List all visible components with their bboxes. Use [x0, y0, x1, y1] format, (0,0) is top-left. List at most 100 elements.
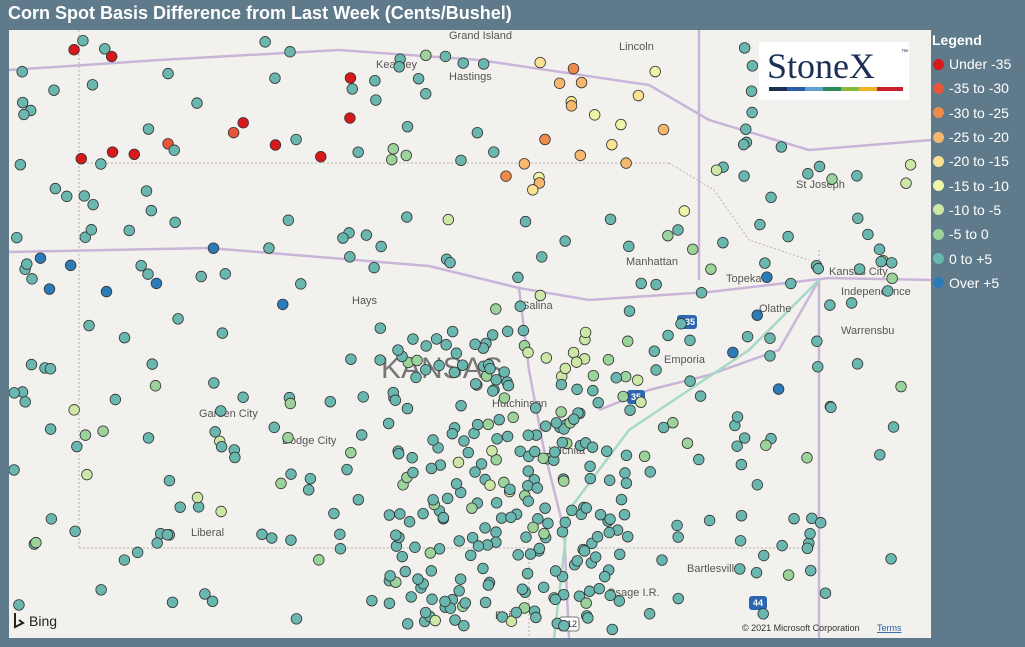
site-dot[interactable] — [694, 390, 707, 402]
site-dot[interactable] — [873, 243, 886, 255]
site-dot[interactable] — [401, 211, 413, 223]
site-dot[interactable] — [420, 88, 432, 100]
site-dot[interactable] — [584, 472, 597, 485]
site-dot[interactable] — [383, 509, 396, 521]
site-dot[interactable] — [687, 243, 699, 256]
legend-item[interactable]: -15 to -10 — [932, 173, 1011, 197]
site-dot[interactable] — [68, 404, 80, 416]
site-dot[interactable] — [389, 394, 402, 406]
site-dot[interactable] — [757, 608, 769, 620]
site-dot[interactable] — [802, 168, 814, 180]
site-dot[interactable] — [493, 413, 505, 426]
site-dot[interactable] — [450, 347, 463, 359]
site-dot[interactable] — [484, 479, 496, 491]
site-dot[interactable] — [453, 585, 465, 597]
site-dot[interactable] — [410, 371, 422, 384]
site-dot[interactable] — [594, 508, 607, 521]
site-dot[interactable] — [559, 235, 571, 247]
site-dot[interactable] — [735, 458, 748, 471]
site-dot[interactable] — [517, 324, 530, 337]
site-dot[interactable] — [490, 303, 502, 315]
site-dot[interactable] — [758, 549, 770, 562]
site-dot[interactable] — [620, 157, 632, 169]
site-dot[interactable] — [530, 611, 542, 624]
site-dot[interactable] — [527, 521, 539, 534]
site-dot[interactable] — [620, 370, 632, 383]
site-dot[interactable] — [775, 141, 788, 153]
site-dot[interactable] — [735, 509, 748, 522]
site-dot[interactable] — [402, 618, 414, 630]
site-dot[interactable] — [215, 505, 227, 518]
site-dot[interactable] — [315, 151, 327, 163]
site-dot[interactable] — [99, 43, 111, 55]
site-dot[interactable] — [328, 507, 340, 520]
site-dot[interactable] — [324, 395, 336, 408]
site-dot[interactable] — [549, 593, 561, 606]
site-dot[interactable] — [618, 508, 631, 521]
site-dot[interactable] — [25, 358, 38, 371]
site-dot[interactable] — [206, 595, 219, 608]
site-dot[interactable] — [754, 218, 766, 231]
site-dot[interactable] — [761, 271, 773, 283]
site-dot[interactable] — [439, 595, 451, 608]
site-dot[interactable] — [573, 590, 586, 602]
site-dot[interactable] — [813, 160, 826, 173]
legend-item[interactable]: Over +5 — [932, 271, 1011, 295]
site-dot[interactable] — [632, 89, 645, 102]
site-dot[interactable] — [520, 531, 532, 543]
site-dot[interactable] — [505, 615, 518, 627]
site-dot[interactable] — [656, 554, 668, 566]
site-dot[interactable] — [570, 356, 583, 368]
site-dot[interactable] — [851, 358, 864, 370]
site-dot[interactable] — [161, 529, 174, 541]
site-dot[interactable] — [344, 251, 356, 263]
site-dot[interactable] — [401, 402, 414, 415]
site-dot[interactable] — [521, 567, 534, 580]
site-dot[interactable] — [79, 231, 91, 243]
site-dot[interactable] — [602, 354, 615, 366]
site-dot[interactable] — [613, 595, 626, 607]
site-dot[interactable] — [44, 423, 57, 435]
site-dot[interactable] — [172, 313, 184, 325]
legend-item[interactable]: -35 to -30 — [932, 76, 1011, 100]
site-dot[interactable] — [118, 332, 131, 344]
site-dot[interactable] — [192, 501, 205, 513]
site-dot[interactable] — [601, 445, 613, 457]
site-dot[interactable] — [34, 252, 47, 264]
site-dot[interactable] — [366, 594, 378, 607]
site-dot[interactable] — [695, 287, 708, 299]
site-dot[interactable] — [455, 154, 467, 167]
site-dot[interactable] — [635, 277, 647, 290]
site-dot[interactable] — [567, 346, 580, 359]
site-dot[interactable] — [146, 358, 158, 370]
site-dot[interactable] — [623, 305, 636, 317]
site-dot[interactable] — [439, 50, 452, 63]
site-dot[interactable] — [882, 285, 894, 297]
site-dot[interactable] — [539, 420, 552, 432]
site-dot[interactable] — [95, 158, 107, 170]
legend-item[interactable]: -25 to -20 — [932, 125, 1011, 149]
site-dot[interactable] — [444, 256, 456, 269]
site-dot[interactable] — [405, 591, 417, 603]
site-dot[interactable] — [417, 507, 429, 520]
site-dot[interactable] — [215, 405, 227, 417]
site-dot[interactable] — [788, 512, 800, 525]
site-dot[interactable] — [760, 439, 772, 451]
site-dot[interactable] — [765, 191, 777, 204]
site-dot[interactable] — [237, 391, 249, 403]
site-dot[interactable] — [69, 525, 81, 538]
site-dot[interactable] — [549, 446, 561, 458]
site-dot[interactable] — [95, 584, 107, 596]
site-dot[interactable] — [420, 364, 432, 376]
site-dot[interactable] — [412, 573, 424, 585]
site-dot[interactable] — [528, 445, 541, 458]
site-dot[interactable] — [648, 345, 661, 357]
site-dot[interactable] — [477, 562, 489, 575]
site-dot[interactable] — [705, 263, 717, 275]
site-dot[interactable] — [738, 170, 750, 182]
site-dot[interactable] — [269, 72, 281, 84]
site-dot[interactable] — [737, 138, 750, 151]
site-dot[interactable] — [269, 139, 282, 151]
site-dot[interactable] — [482, 579, 495, 591]
site-dot[interactable] — [427, 494, 439, 506]
